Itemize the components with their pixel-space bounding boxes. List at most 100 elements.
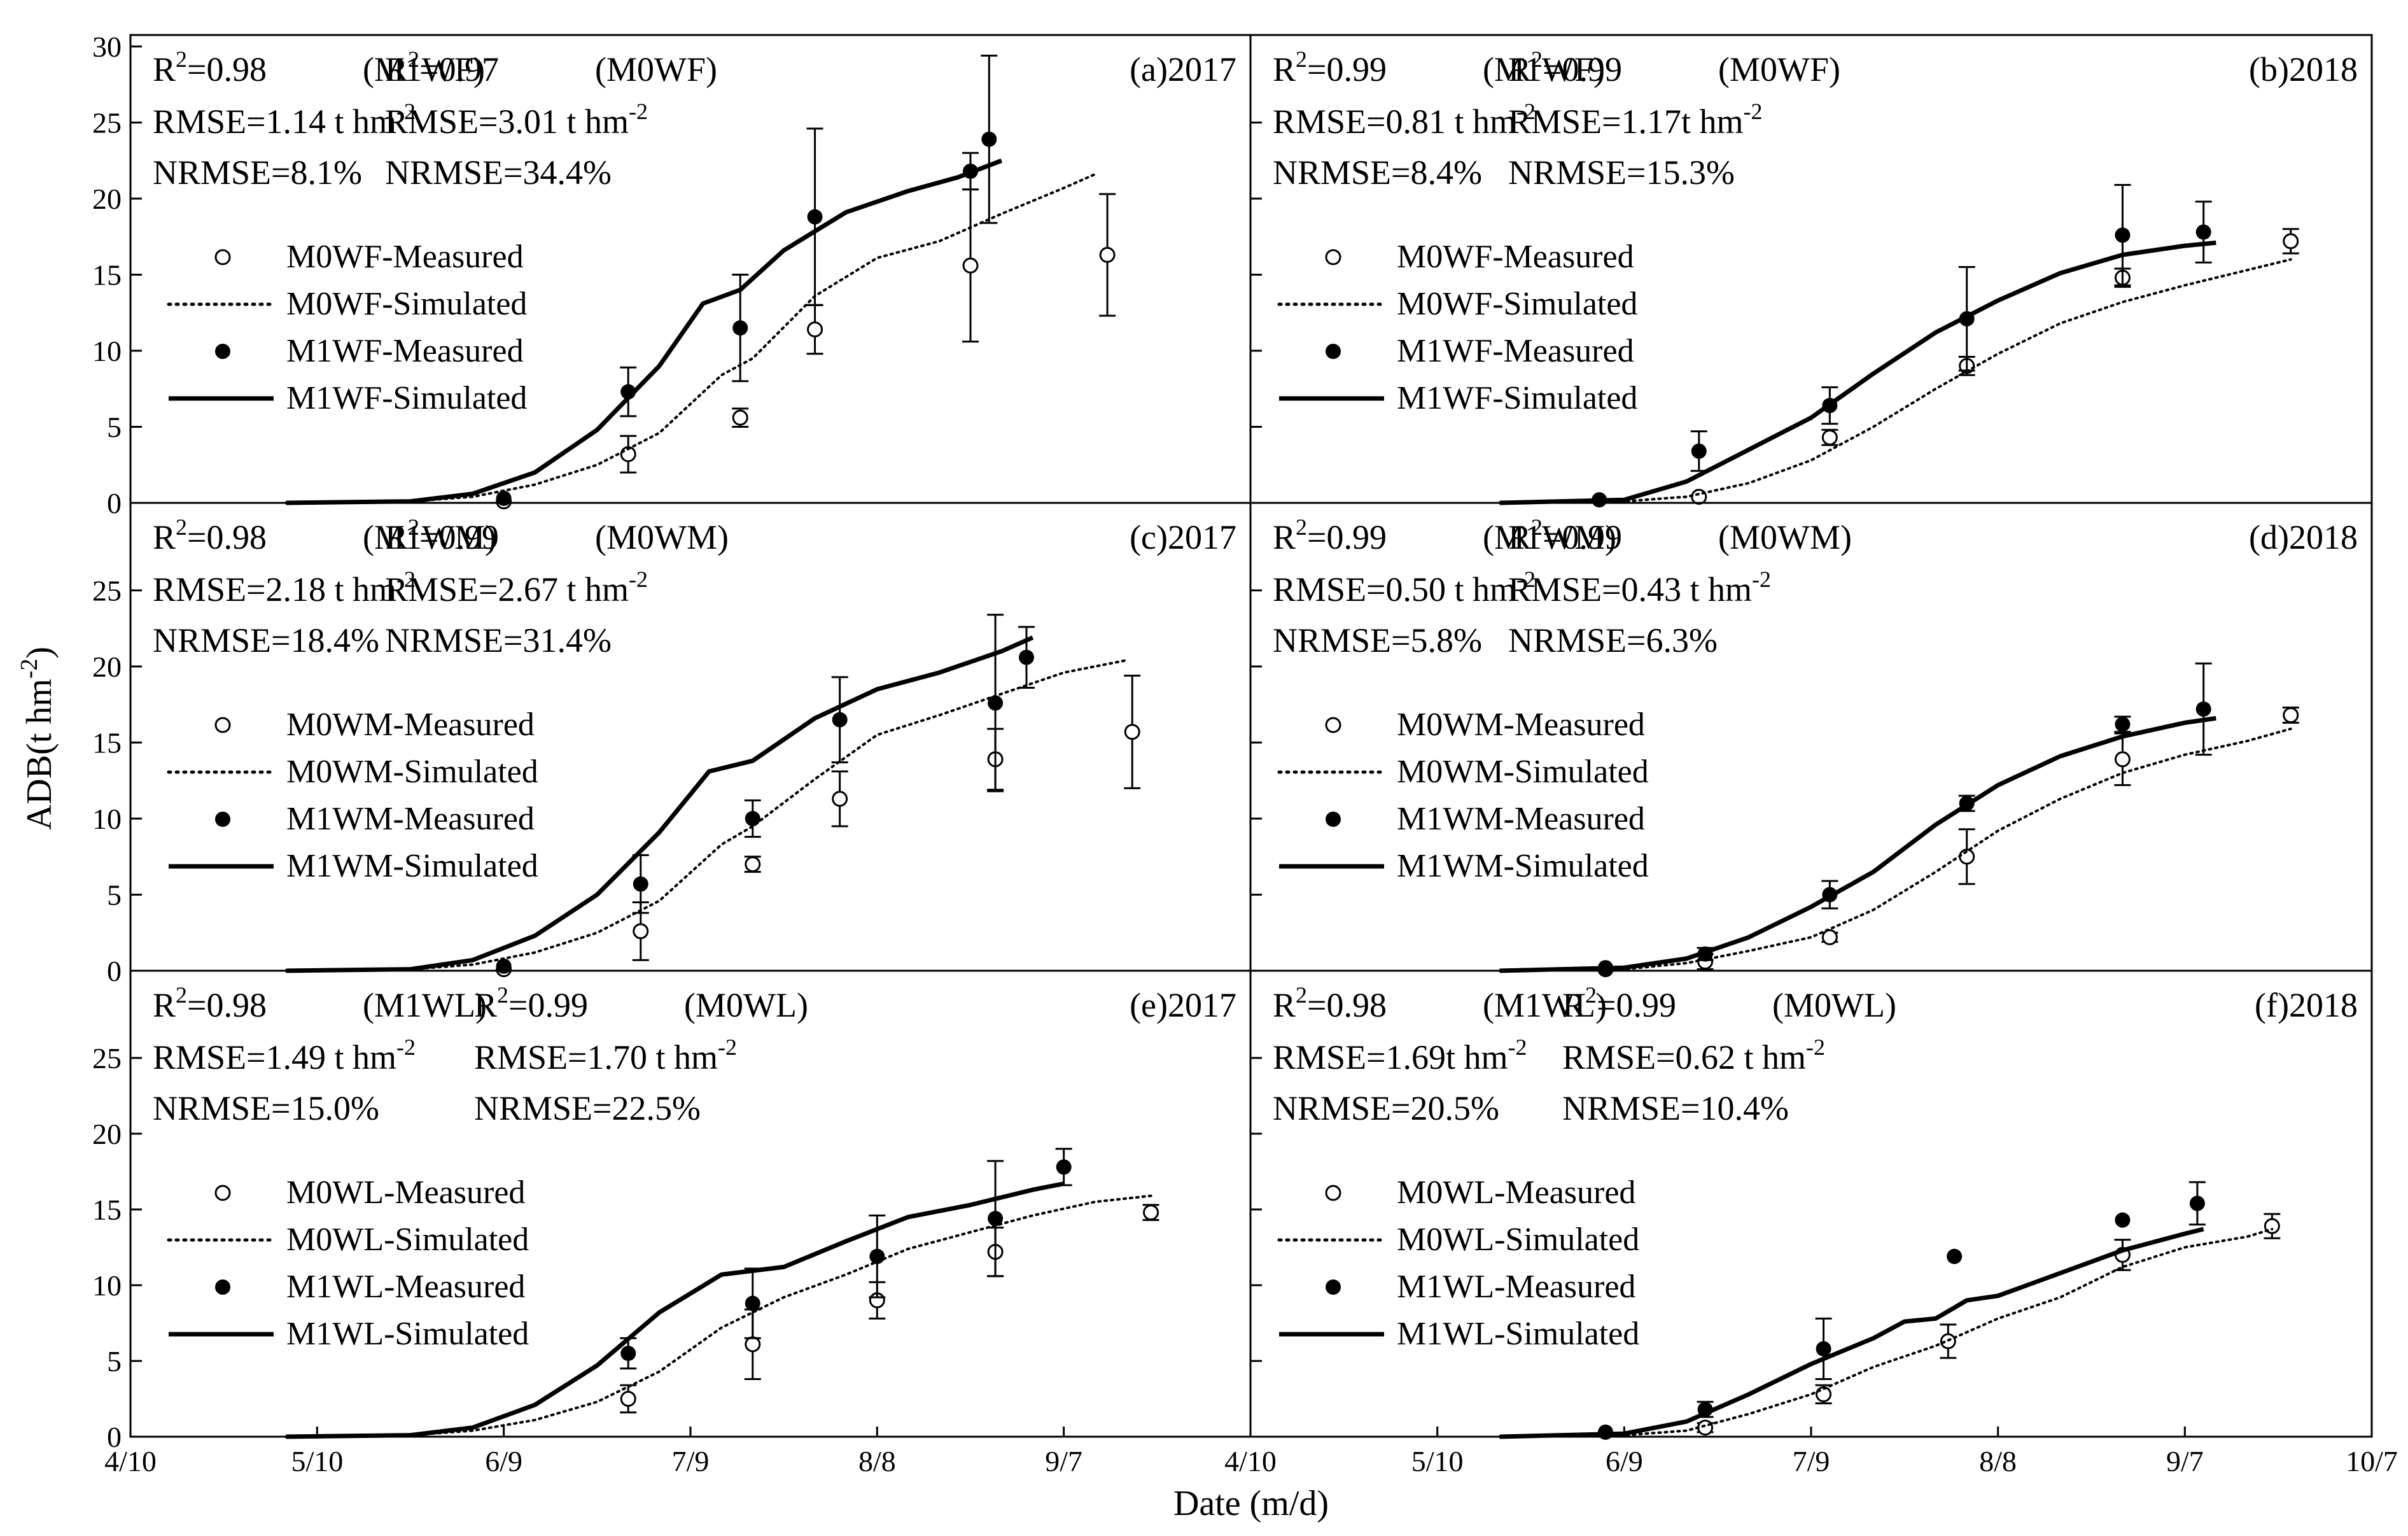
- m1-nrmse: NRMSE=15.0%: [153, 1089, 379, 1127]
- point-M0WF-Measured: [807, 321, 823, 338]
- r2-sup: 2: [176, 982, 187, 1008]
- m1-model-name: (M1WM): [1483, 518, 1616, 556]
- m1-rmse: RMSE=1.14 t hm-2: [153, 99, 416, 141]
- series-M1WF-Simulated: [1499, 240, 2216, 505]
- rmse-unit-sup: -2: [1508, 1034, 1527, 1060]
- y-tick-label: 15: [92, 259, 122, 292]
- m1-nrmse: NRMSE=20.5%: [1273, 1089, 1499, 1127]
- m1-nrmse: NRMSE=5.8%: [1273, 621, 1482, 659]
- point-M0WM-Measured: [633, 923, 649, 940]
- rmse-value: RMSE=1.70 t hm: [474, 1038, 718, 1076]
- m0-model-name: (M0WM): [595, 518, 729, 556]
- r2-r: R: [153, 50, 176, 88]
- m0-r2: R2=0.99: [1508, 514, 1622, 556]
- point-M1WF-Measured: [1691, 443, 1707, 459]
- series-M0WM-Simulated: [284, 659, 1128, 972]
- r2-r: R: [1508, 518, 1531, 556]
- legend-filled-marker: [215, 812, 230, 827]
- legend-label: M1WF-Simulated: [1397, 380, 1637, 416]
- rmse-value: RMSE=1.69t hm: [1273, 1038, 1508, 1076]
- r2-sup: 2: [176, 46, 187, 72]
- point-M1WL-Measured: [2189, 1195, 2205, 1211]
- m1-model-name: (M1WF): [1483, 50, 1605, 88]
- rmse-value: RMSE=0.50 t hm: [1273, 570, 1516, 609]
- x-tick-label: 8/8: [1979, 1445, 2017, 1477]
- point-M0WF-Measured: [2283, 233, 2299, 250]
- y-tick-label: 25: [92, 107, 122, 139]
- x-tick-label: 7/9: [1793, 1445, 1830, 1477]
- point-M1WM-Measured: [2115, 716, 2131, 732]
- y-tick-label: 20: [92, 1118, 122, 1150]
- m1-model-name: (M1WF): [363, 50, 485, 88]
- m1-rmse: RMSE=0.81 t hm-2: [1273, 99, 1536, 141]
- point-M1WF-Measured: [981, 131, 997, 147]
- r2-value: =0.97: [419, 50, 499, 88]
- m0-model-name: (M0WF): [1718, 50, 1840, 88]
- m1-rmse: RMSE=1.49 t hm-2: [153, 1034, 416, 1076]
- legend-label: M0WL-Measured: [286, 1174, 525, 1211]
- m1-model-name: (M1WL): [1483, 986, 1607, 1024]
- legend-label: M1WF-Measured: [1397, 333, 1634, 369]
- point-M1WM-Measured: [988, 695, 1004, 711]
- rmse-unit-sup: -2: [1744, 99, 1763, 124]
- legend-label: M0WL-Measured: [1397, 1174, 1635, 1211]
- r2-value: =0.99: [1543, 518, 1622, 556]
- point-M1WM-Measured: [832, 712, 848, 728]
- legend-label: M1WL-Simulated: [286, 1316, 529, 1352]
- r2-r: R: [153, 518, 176, 556]
- y-tick-label: 0: [107, 487, 122, 519]
- panel-label: (f)2018: [2255, 986, 2358, 1024]
- legend-label: M0WF-Simulated: [1397, 286, 1637, 322]
- point-M1WF-Measured: [807, 209, 823, 225]
- r2-r: R: [385, 50, 408, 88]
- series-M0WF-Simulated: [1498, 258, 2292, 504]
- point-M1WL-Measured: [869, 1248, 885, 1264]
- y-tick-label: 15: [92, 727, 122, 759]
- rmse-value: RMSE=2.18 t hm: [153, 570, 396, 609]
- m0-nrmse: NRMSE=22.5%: [474, 1089, 701, 1127]
- series-M0WL-Simulated: [284, 1194, 1152, 1438]
- point-M0WF-Measured: [962, 257, 979, 274]
- m0-model-name: (M0WF): [595, 50, 717, 88]
- point-M0WM-Measured: [745, 856, 761, 873]
- r2-sup: 2: [176, 514, 187, 540]
- rmse-unit-sup: -2: [1516, 567, 1536, 592]
- r2-value: =0.99: [1543, 50, 1622, 88]
- y-tick-label: 15: [92, 1194, 122, 1226]
- panel-label: (c)2017: [1130, 518, 1236, 556]
- m1-nrmse: NRMSE=18.4%: [153, 621, 379, 659]
- rmse-unit-sup: -2: [1752, 567, 1771, 592]
- r2-r: R: [1273, 986, 1296, 1024]
- legend-filled-marker: [215, 344, 230, 359]
- m0-r2: R2=0.99: [385, 514, 499, 556]
- x-tick-label: 7/9: [672, 1445, 710, 1477]
- panel-e: 0 5 10 15 20 25 4/10 5/10 6/9 7/9 8/8 9/7 4/10 (e)201…: [92, 969, 1277, 1477]
- rmse-unit-sup: -2: [629, 567, 648, 592]
- x-tick-label: 5/10: [291, 1445, 343, 1477]
- r2-value: =0.99: [508, 986, 588, 1024]
- x-tick-label: 4/10: [104, 1445, 157, 1477]
- y-tick-label: 5: [107, 879, 122, 912]
- panel-label: (b)2018: [2249, 50, 2358, 88]
- y-tick-label: 30: [92, 31, 122, 63]
- m1-r2: R2=0.98: [153, 514, 267, 556]
- point-M1WL-Measured: [988, 1211, 1004, 1227]
- m0-r2: R2=0.99: [474, 982, 588, 1024]
- y-axis-main: ADB(t hm: [20, 679, 59, 830]
- series-M1WL-Simulated: [1499, 1227, 2204, 1439]
- legend-label: M1WF-Simulated: [286, 380, 527, 416]
- panel-label: (a)2017: [1130, 50, 1236, 88]
- m0-rmse: RMSE=2.67 t hm-2: [385, 567, 648, 609]
- r2-value: =0.98: [1307, 986, 1387, 1024]
- rmse-unit-sup: -2: [396, 567, 416, 592]
- series-M0WL-Simulated: [1498, 1227, 2274, 1438]
- point-M0WF-Measured: [732, 409, 748, 426]
- r2-value: =0.98: [187, 50, 267, 88]
- y-tick-label: 5: [107, 411, 122, 444]
- series-M1WL-Simulated: [286, 1181, 1065, 1439]
- m1-r2: R2=0.99: [1273, 514, 1387, 556]
- rmse-value: RMSE=1.14 t hm: [153, 102, 396, 141]
